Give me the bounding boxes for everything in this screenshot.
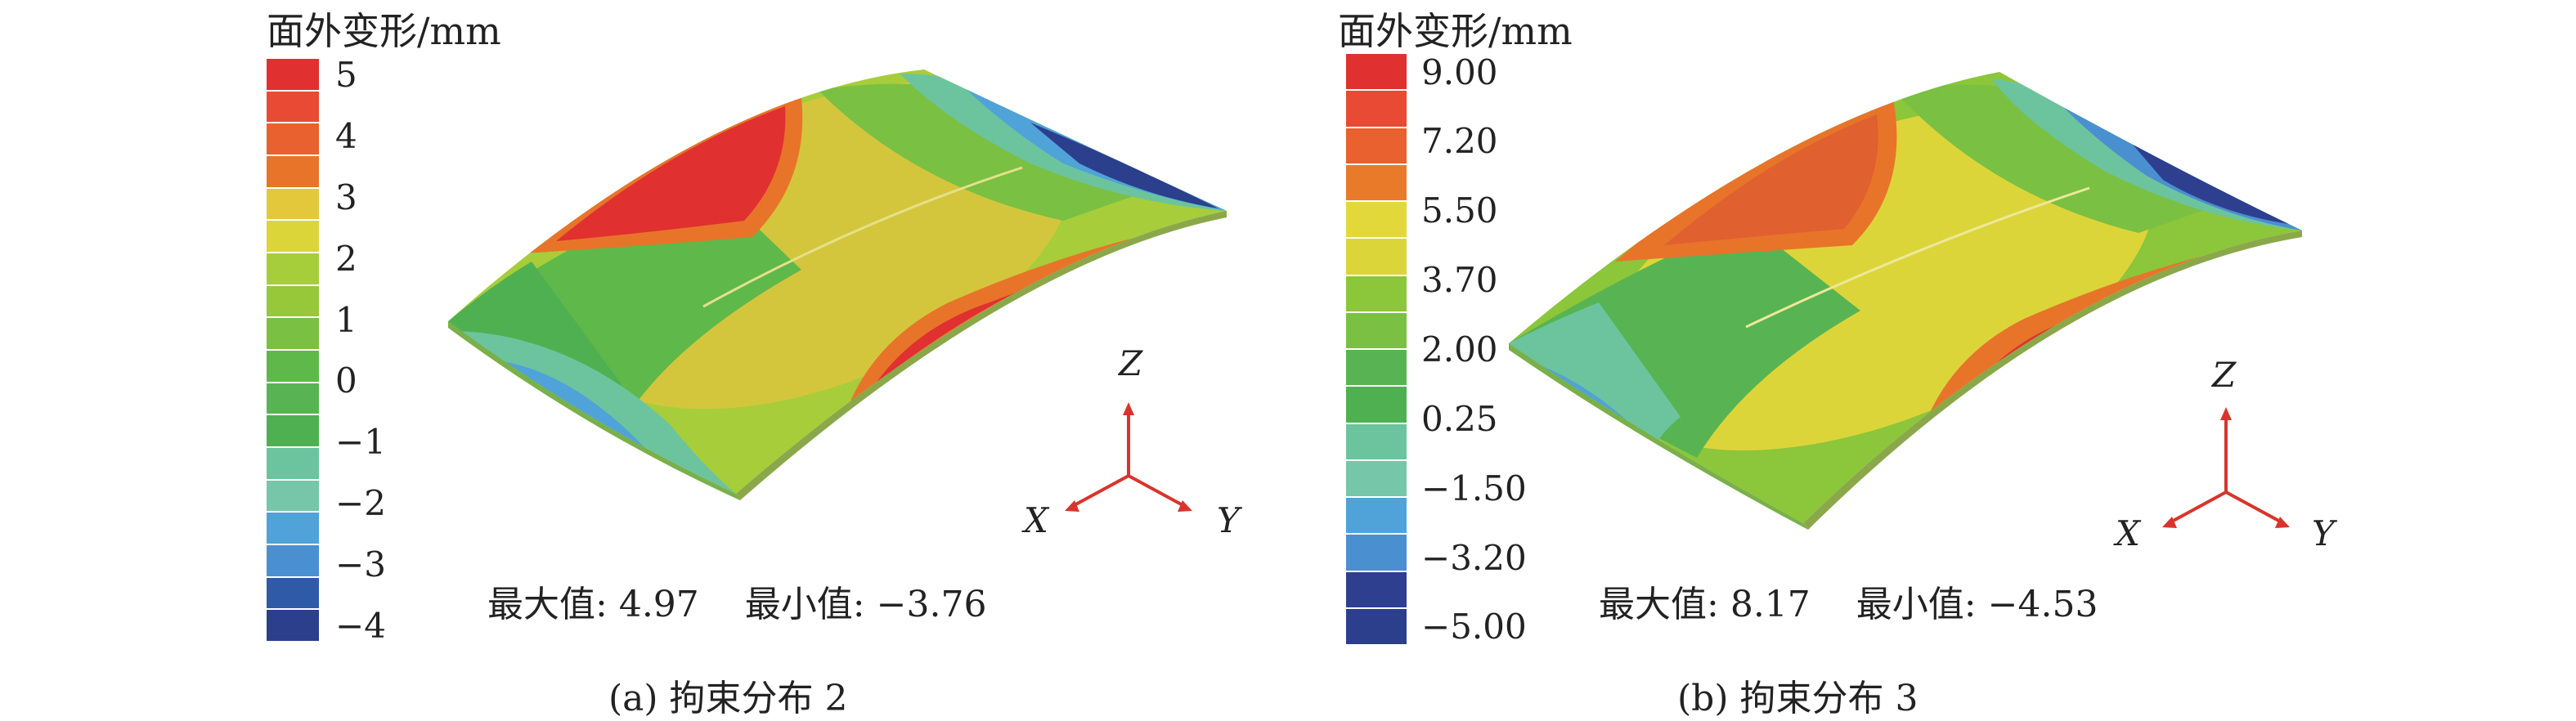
min-value: −4.53 [1987,584,2098,625]
legend-tick-label: 1 [335,299,357,340]
min-label: 最小值: [744,584,865,625]
axis-z-label: Z [1119,343,1143,383]
legend-tick-label: 4 [335,115,357,156]
figure-caption: (b) 拘束分布 3 [1677,678,1919,719]
legend-tick-label: 0.25 [1421,398,1498,439]
legend-tick-label: 7.20 [1421,121,1498,162]
legend-tick-label: 9.00 [1421,52,1498,92]
legend-swatch [1346,571,1407,607]
legend-tick-label: 3 [335,177,357,217]
legend-title: 面外变形/mm [267,9,501,53]
legend-swatch [267,383,319,414]
legend-swatch [267,91,319,123]
legend-tick-label: −5.00 [1421,607,1527,647]
legend-swatch [267,123,319,154]
deformation-contour-surface [1509,72,2302,530]
legend-swatch [1346,275,1407,311]
legend-swatch [267,156,319,187]
legend-swatch [267,545,319,576]
legend-tick-label: 5 [335,54,357,95]
legend-swatch [1346,350,1407,386]
deformation-contour-surface [448,69,1227,500]
legend-swatch [267,577,319,609]
legend-tick-label: 2.00 [1421,329,1498,369]
legend-swatch [267,188,319,220]
legend-swatch [1346,460,1407,496]
legend-swatch [1346,312,1407,348]
legend-tick-label: 0 [335,360,357,401]
legend-swatch [1346,91,1407,127]
max-value: 8.17 [1730,584,1811,625]
legend-swatch [1346,608,1407,644]
legend-swatch [1346,239,1407,275]
axis-x-label: X [1024,500,1048,540]
legend-swatch [267,318,319,349]
legend-swatch [267,448,319,479]
max-value: 4.97 [618,584,699,625]
axis-x-label: X [2116,513,2140,553]
min-label: 最小值: [1856,584,1977,625]
legend-swatch [267,59,319,90]
legend-swatch [267,513,319,544]
legend-swatch [1346,423,1407,459]
legend-swatch [267,480,319,512]
legend-swatch [1346,164,1407,200]
max-label: 最大值: [487,584,608,625]
legend-swatch [267,285,319,317]
coordinate-axes [1065,402,1192,512]
figure-caption: (a) 拘束分布 2 [608,678,848,719]
legend-title: 面外变形/mm [1338,9,1573,53]
legend-tick-label: 5.50 [1421,190,1498,231]
legend-swatch [267,415,319,446]
legend-swatch [267,253,319,284]
legend-swatch [1346,387,1407,423]
coordinate-axes [2162,407,2290,528]
min-value: −3.76 [876,584,987,625]
legend-tick-label: −2 [335,483,386,524]
max-label: 最大值: [1599,584,1719,625]
max-min-readout: 最大值: 4.97 最小值: −3.76 [487,575,986,627]
axis-y-label: Y [2312,513,2335,553]
legend-swatch [267,610,319,641]
legend-tick-label: 2 [335,238,357,279]
legend-tick-label: −1 [335,422,386,463]
legend-swatch [1346,128,1407,163]
color-legend-bar [267,59,319,643]
legend-swatch [1346,535,1407,571]
panel-b: 面外变形/mm 9.00 7.20 5.50 3.70 2.00 0.25 −1.50 −3.… [1288,0,2576,720]
max-min-readout: 最大值: 8.17 最小值: −4.53 [1599,575,2098,627]
legend-swatch [1346,54,1407,90]
legend-tick-label: −1.50 [1421,468,1527,508]
legend-tick-label: −3.20 [1421,537,1527,578]
panel-a: 面外变形/mm 5 4 3 2 1 0 −1 −2 −3 −4 [0,0,1288,720]
axis-y-label: Y [1217,500,1240,540]
color-legend-bar [1346,54,1407,646]
legend-swatch [267,351,319,382]
legend-swatch [267,221,319,252]
legend-swatch [1346,498,1407,534]
legend-swatch [1346,202,1407,238]
axis-z-label: Z [2212,355,2237,395]
legend-tick-label: −3 [335,544,386,585]
legend-tick-label: −4 [335,606,386,647]
legend-tick-label: 3.70 [1421,260,1498,301]
